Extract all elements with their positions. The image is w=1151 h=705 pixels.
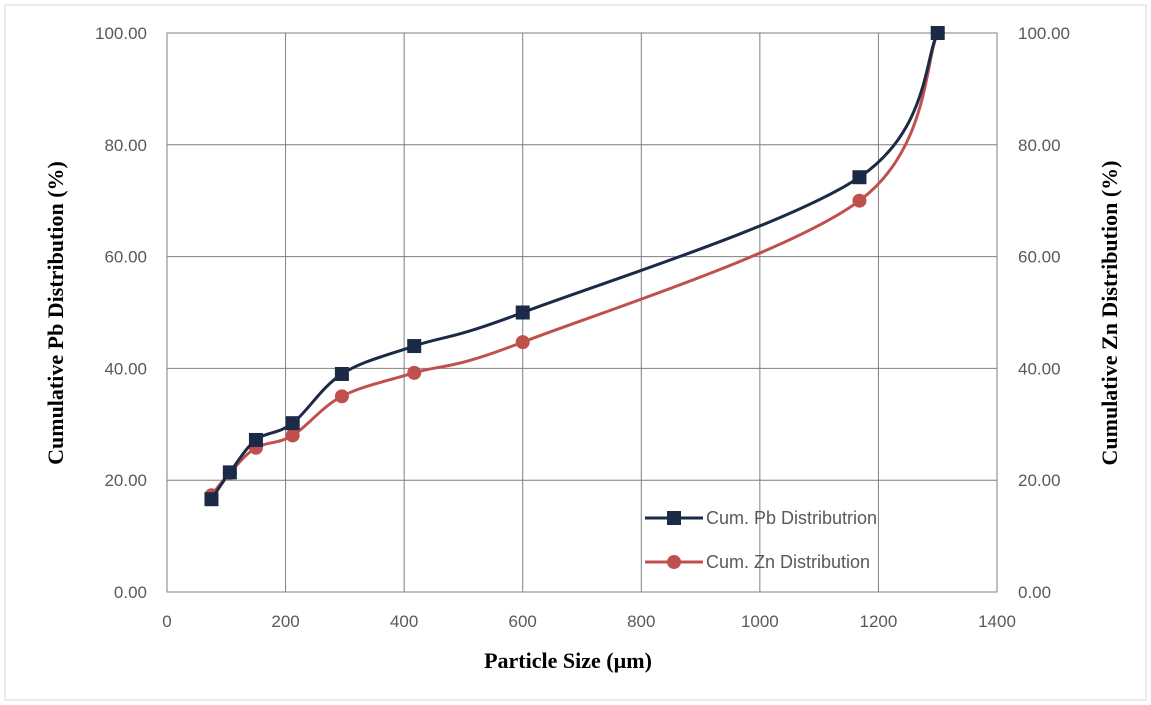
plot-area-frame: [166, 32, 998, 593]
y-tick-label: 80.00: [104, 136, 147, 155]
y-axis-title: Cumulative Pb Distribution (%): [43, 161, 68, 465]
data-point-square: [930, 26, 945, 40]
data-point-square: [285, 416, 300, 431]
tick-labels: 0 200 400 600 800 1000 1200 14000.0020.0040.006…: [95, 24, 1070, 631]
legend-label-pb: Cum. Pb Distributrion: [706, 508, 877, 528]
data-point-circle: [285, 428, 300, 443]
data-point-circle: [852, 193, 867, 208]
y-tick-label: 40.00: [104, 359, 147, 378]
x-tick-label: 800: [627, 612, 655, 631]
x-tick-label: 1400: [978, 612, 1016, 631]
y-tick-label: 100.00: [95, 24, 147, 43]
x-tick-label: 200: [271, 612, 299, 631]
x-tick-label: 0: [162, 612, 171, 631]
y-tick-label: 0.00: [114, 583, 147, 602]
x-tick-label: 1000: [741, 612, 779, 631]
y2-tick-label: 20.00: [1018, 471, 1061, 490]
legend: Cum. Pb Distributrion Cum. Zn Distributi…: [645, 508, 877, 572]
data-point-square: [334, 366, 349, 381]
legend-item-zn: Cum. Zn Distribution: [645, 552, 870, 572]
y2-tick-label: 0.00: [1018, 583, 1051, 602]
legend-marker-pb: [667, 511, 681, 525]
y2-tick-label: 60.00: [1018, 248, 1061, 267]
data-point-square: [204, 492, 219, 507]
data-point-square: [222, 465, 237, 480]
x-tick-label: 1200: [860, 612, 898, 631]
chart-area: [4, 4, 1147, 701]
y-tick-label: 20.00: [104, 471, 147, 490]
y2-axis-title: Cumulative Zn Distribution (%): [1097, 161, 1122, 466]
series-layer: [204, 26, 945, 507]
data-point-circle: [334, 389, 349, 404]
y2-tick-label: 100.00: [1018, 24, 1070, 43]
data-point-square: [515, 305, 530, 320]
data-point-square: [248, 432, 263, 447]
data-point-square: [852, 170, 867, 185]
y2-tick-label: 40.00: [1018, 359, 1061, 378]
legend-marker-zn: [667, 555, 681, 569]
x-tick-label: 400: [390, 612, 418, 631]
legend-item-pb: Cum. Pb Distributrion: [645, 508, 877, 528]
data-point-circle: [407, 365, 422, 380]
data-point-circle: [515, 335, 530, 350]
legend-label-zn: Cum. Zn Distribution: [706, 552, 870, 572]
data-point-square: [407, 339, 422, 354]
y-tick-label: 60.00: [104, 248, 147, 267]
series-pb: [204, 26, 945, 507]
x-axis-title: Particle Size (µm): [484, 648, 652, 673]
x-tick-label: 600: [509, 612, 537, 631]
y2-tick-label: 80.00: [1018, 136, 1061, 155]
